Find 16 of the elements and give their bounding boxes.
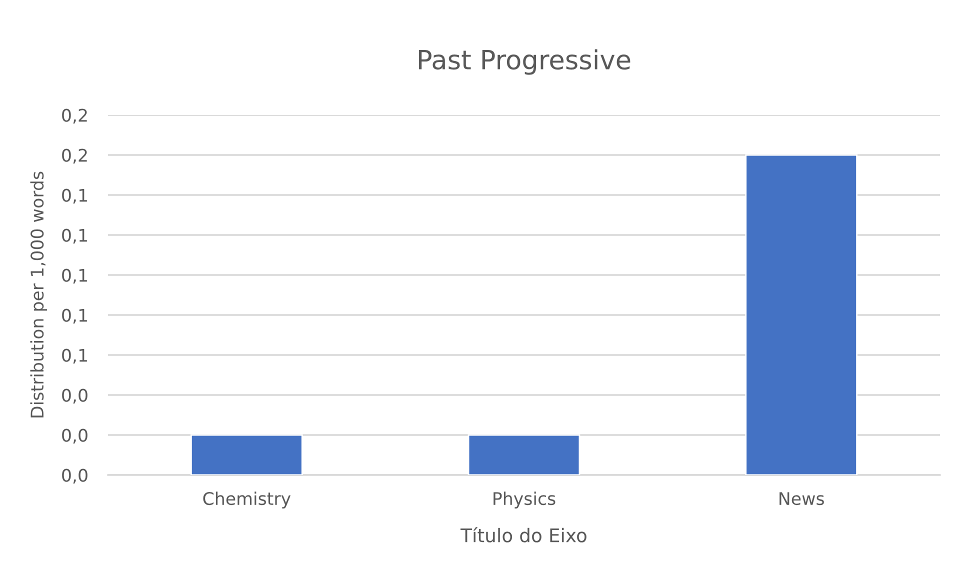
y-tick-label: 0,1 <box>62 268 87 284</box>
x-tick-label: Physics <box>494 492 556 508</box>
y-tick-label: 0,1 <box>62 348 87 364</box>
x-tick-label: Chemistry <box>203 492 291 508</box>
y-tick-label: 0,2 <box>62 148 87 164</box>
y-tick-label: 0,1 <box>62 308 87 324</box>
y-tick-label: 0,0 <box>62 468 88 484</box>
y-tick-label: 0,0 <box>62 388 88 404</box>
chart-title: Past Progressive <box>419 49 630 75</box>
y-tick-label: 0,0 <box>62 428 88 444</box>
y-tick-label: 0,1 <box>62 188 87 204</box>
x-tick-label: News <box>780 492 824 506</box>
y-tick-label: 0,2 <box>62 108 87 124</box>
y-axis-title: Distribution per 1,000 words <box>30 172 48 418</box>
y-tick-label: 0,1 <box>62 228 87 244</box>
x-axis-title: Título do Eixo <box>460 527 586 542</box>
